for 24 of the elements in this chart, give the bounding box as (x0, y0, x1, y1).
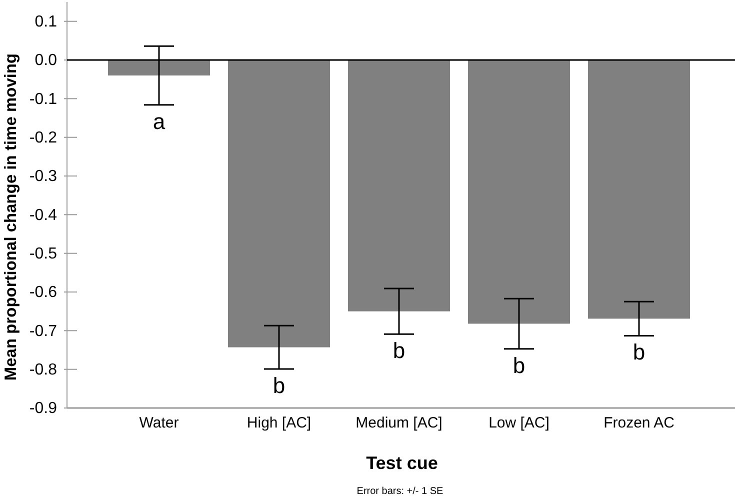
y-tick-label: -0.6 (29, 284, 58, 302)
text: Error bars: +/- 1 SE (356, 486, 444, 497)
annotation: b (272, 372, 286, 398)
y-tick-label: -0.5 (29, 245, 58, 262)
y-tick-label: 0.1 (34, 13, 58, 30)
y-tick-label: -0.8 (29, 361, 58, 378)
y-tick-label: -0.3 (29, 168, 58, 186)
y-axis-title: Mean proportional change in time moving (2, 53, 20, 381)
y-tick-label: 0.0 (34, 52, 58, 70)
x-tick-label: Low [AC] (488, 414, 550, 432)
x-tick-label: High [AC] (246, 414, 312, 432)
y-tick-label: -0.9 (29, 400, 58, 418)
y-tick-label: -0.1 (29, 90, 58, 108)
annotation: b (632, 340, 646, 365)
y-tick-label: -0.4 (29, 206, 58, 224)
x-tick-label: Frozen AC (604, 414, 675, 432)
x-axis-title: Test cue (366, 453, 438, 473)
y-tick-label: -0.2 (29, 129, 58, 146)
annotation: b (512, 352, 526, 378)
annotation: a (152, 108, 166, 134)
annotation: b (392, 338, 406, 364)
x-tick-label: Medium [AC] (356, 414, 442, 432)
x-tick-label: Water (139, 414, 179, 432)
y-tick-label: -0.7 (29, 322, 58, 340)
